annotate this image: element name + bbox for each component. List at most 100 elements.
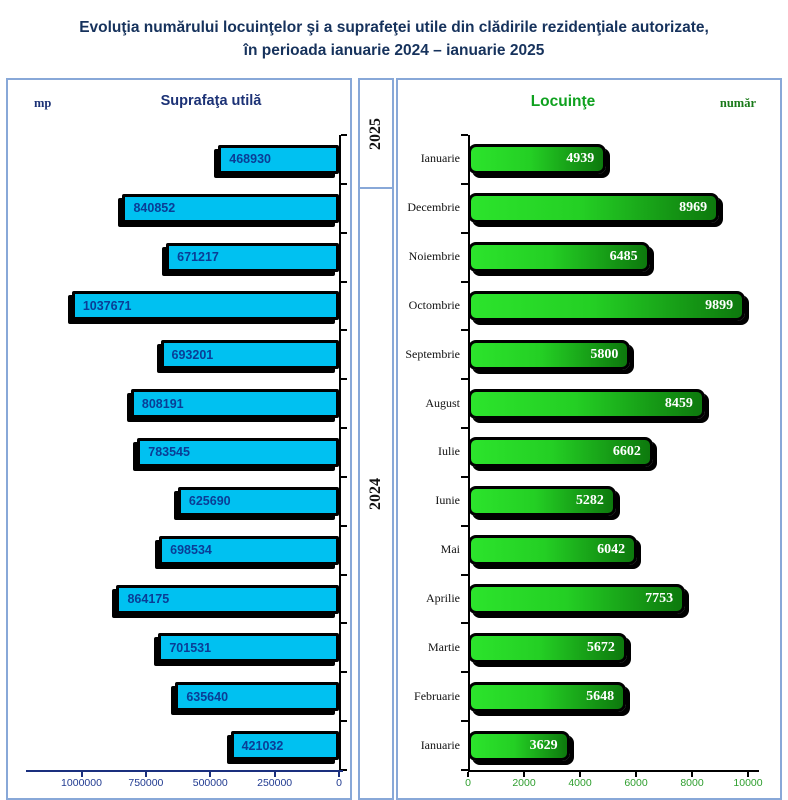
- month-label-9-value: Aprilie: [426, 591, 460, 606]
- area-x-tick: [80, 771, 83, 777]
- dwellings-bar-1-value: 8969: [679, 200, 708, 216]
- month-label-6-value: Iulie: [438, 444, 460, 459]
- area-category-tick: [341, 622, 347, 625]
- area-category-tick: [341, 768, 347, 771]
- dwellings-x-tick: [523, 771, 525, 777]
- year-label-2025: 2025: [367, 117, 384, 150]
- area-bar-iulie-value: 783545: [148, 445, 190, 460]
- area-x-tick: [273, 771, 276, 777]
- dwellings-x-tick-label: 4000: [568, 777, 591, 789]
- month-label-2-value: Noiembrie: [408, 249, 460, 264]
- month-label-8: Mai: [398, 542, 460, 557]
- dwellings-bar-9-value: 7753: [645, 591, 674, 607]
- area-x-tick-label-value: 0: [336, 776, 342, 789]
- area-bar-septembrie-value: 693201: [171, 347, 214, 362]
- dwellings-unit-label: număr: [719, 96, 756, 110]
- area-bar-ianuarie-2024-value: 421032: [241, 738, 284, 753]
- dwellings-bar-4-value: 5800: [590, 346, 619, 362]
- area-x-tick: [144, 771, 147, 777]
- area-bar-februarie-value: 635640: [186, 689, 229, 704]
- area-bar-mai: 698534: [159, 535, 339, 565]
- dwellings-bar-1: 8969: [468, 193, 720, 224]
- area-value-axis: [339, 135, 341, 770]
- area-bar-iunie: 625690: [177, 486, 339, 516]
- area-bar-ianuarie-2025: 468930: [218, 144, 339, 174]
- dwellings-bar-10: 5672: [468, 632, 627, 663]
- area-x-tick: [338, 771, 340, 777]
- area-x-tick-label-value: 1000000: [61, 776, 102, 789]
- month-label-9: Aprilie: [398, 591, 460, 606]
- dwellings-x-tick-label: 10000: [733, 777, 762, 789]
- month-label-7: Iunie: [398, 493, 460, 508]
- dwellings-bar-5: 8459: [468, 388, 705, 419]
- dwellings-x-tick-label-value: 2000: [512, 776, 536, 789]
- dwellings-bar-12: 3629: [468, 730, 570, 761]
- dwellings-x-axis: [468, 769, 759, 772]
- dwellings-category-tick: [461, 622, 468, 625]
- area-bar-iunie-value: 625690: [188, 494, 231, 509]
- dwellings-category-tick: [461, 524, 468, 527]
- area-x-tick-label-value: 500000: [192, 776, 228, 789]
- area-x-tick-label-value: 250000: [257, 776, 293, 789]
- dwellings-bar-3-value: 9899: [705, 297, 734, 313]
- dwellings-chart-title: Locuinţe: [530, 93, 596, 110]
- month-label-12-value: Ianuarie: [420, 737, 460, 752]
- area-category-tick: [341, 475, 347, 478]
- dwellings-value-axis: [468, 135, 470, 770]
- dwellings-bar-6-value: 6602: [612, 444, 641, 460]
- area-bar-octombrie: 1037671: [71, 291, 339, 321]
- area-chart-title: Suprafaţa utilă: [160, 93, 262, 109]
- area-category-tick: [341, 524, 347, 527]
- area-bar-octombrie-value: 1037671: [82, 298, 132, 313]
- area-category-tick: [341, 280, 347, 283]
- dwellings-category-tick: [461, 475, 468, 478]
- area-category-tick: [341, 720, 347, 723]
- dwellings-x-tick-label-value: 10000: [733, 776, 763, 789]
- year-box-2025: 2025: [358, 78, 394, 189]
- dwellings-x-tick: [579, 771, 581, 777]
- area-bar-decembrie-value: 840852: [133, 201, 176, 216]
- dwellings-category-tick: [461, 427, 468, 430]
- area-bar-august: 808191: [130, 389, 339, 419]
- area-bar-martie-value: 701531: [169, 640, 212, 655]
- month-label-1-value: Decembrie: [407, 200, 460, 215]
- month-label-0: Ianuarie: [398, 151, 460, 166]
- month-label-1: Decembrie: [398, 200, 460, 215]
- year-box-2024: 2024: [358, 187, 394, 800]
- area-x-tick-label: 1000000: [61, 777, 102, 789]
- dwellings-category-tick: [461, 280, 468, 283]
- month-label-11: Februarie: [398, 689, 460, 704]
- area-category-tick: [341, 573, 347, 576]
- dwellings-category-tick: [461, 134, 468, 136]
- month-label-0-value: Ianuarie: [420, 151, 460, 166]
- dwellings-bar-2-value: 6485: [609, 249, 638, 265]
- month-label-10: Martie: [398, 640, 460, 655]
- dwellings-x-tick-label: 0: [465, 777, 471, 789]
- useful-area-panel: mp Suprafaţa utilă 468930 840852 671217 103…: [6, 78, 352, 800]
- month-label-4-value: Septembrie: [405, 346, 460, 361]
- area-category-tick: [341, 182, 347, 185]
- dwellings-x-tick-label-value: 6000: [624, 776, 648, 789]
- month-label-2: Noiembrie: [398, 249, 460, 264]
- dwellings-category-tick: [461, 768, 468, 771]
- page-title-line2: în perioada ianuarie 2024 – ianuarie 202…: [243, 42, 545, 60]
- area-bar-aprilie: 864175: [116, 584, 339, 614]
- area-category-tick: [341, 427, 347, 430]
- dwellings-x-tick-label-value: 8000: [680, 776, 704, 789]
- area-bar-noiembrie-value: 671217: [177, 250, 219, 265]
- month-label-8-value: Mai: [440, 542, 460, 557]
- dwellings-category-tick: [461, 720, 468, 723]
- dwellings-category-tick: [461, 182, 468, 185]
- area-bar-august-value: 808191: [141, 396, 184, 411]
- area-category-tick: [341, 378, 347, 381]
- area-bar-aprilie-value: 864175: [127, 592, 170, 607]
- area-x-tick-label: 750000: [128, 777, 163, 789]
- area-x-axis: [26, 769, 343, 772]
- month-label-4: Septembrie: [398, 347, 460, 362]
- dwellings-x-tick-label: 8000: [680, 777, 703, 789]
- area-x-tick-label: 0: [336, 777, 342, 789]
- dwellings-x-tick: [467, 771, 469, 777]
- area-x-tick: [209, 771, 212, 777]
- month-label-5-value: August: [425, 395, 460, 410]
